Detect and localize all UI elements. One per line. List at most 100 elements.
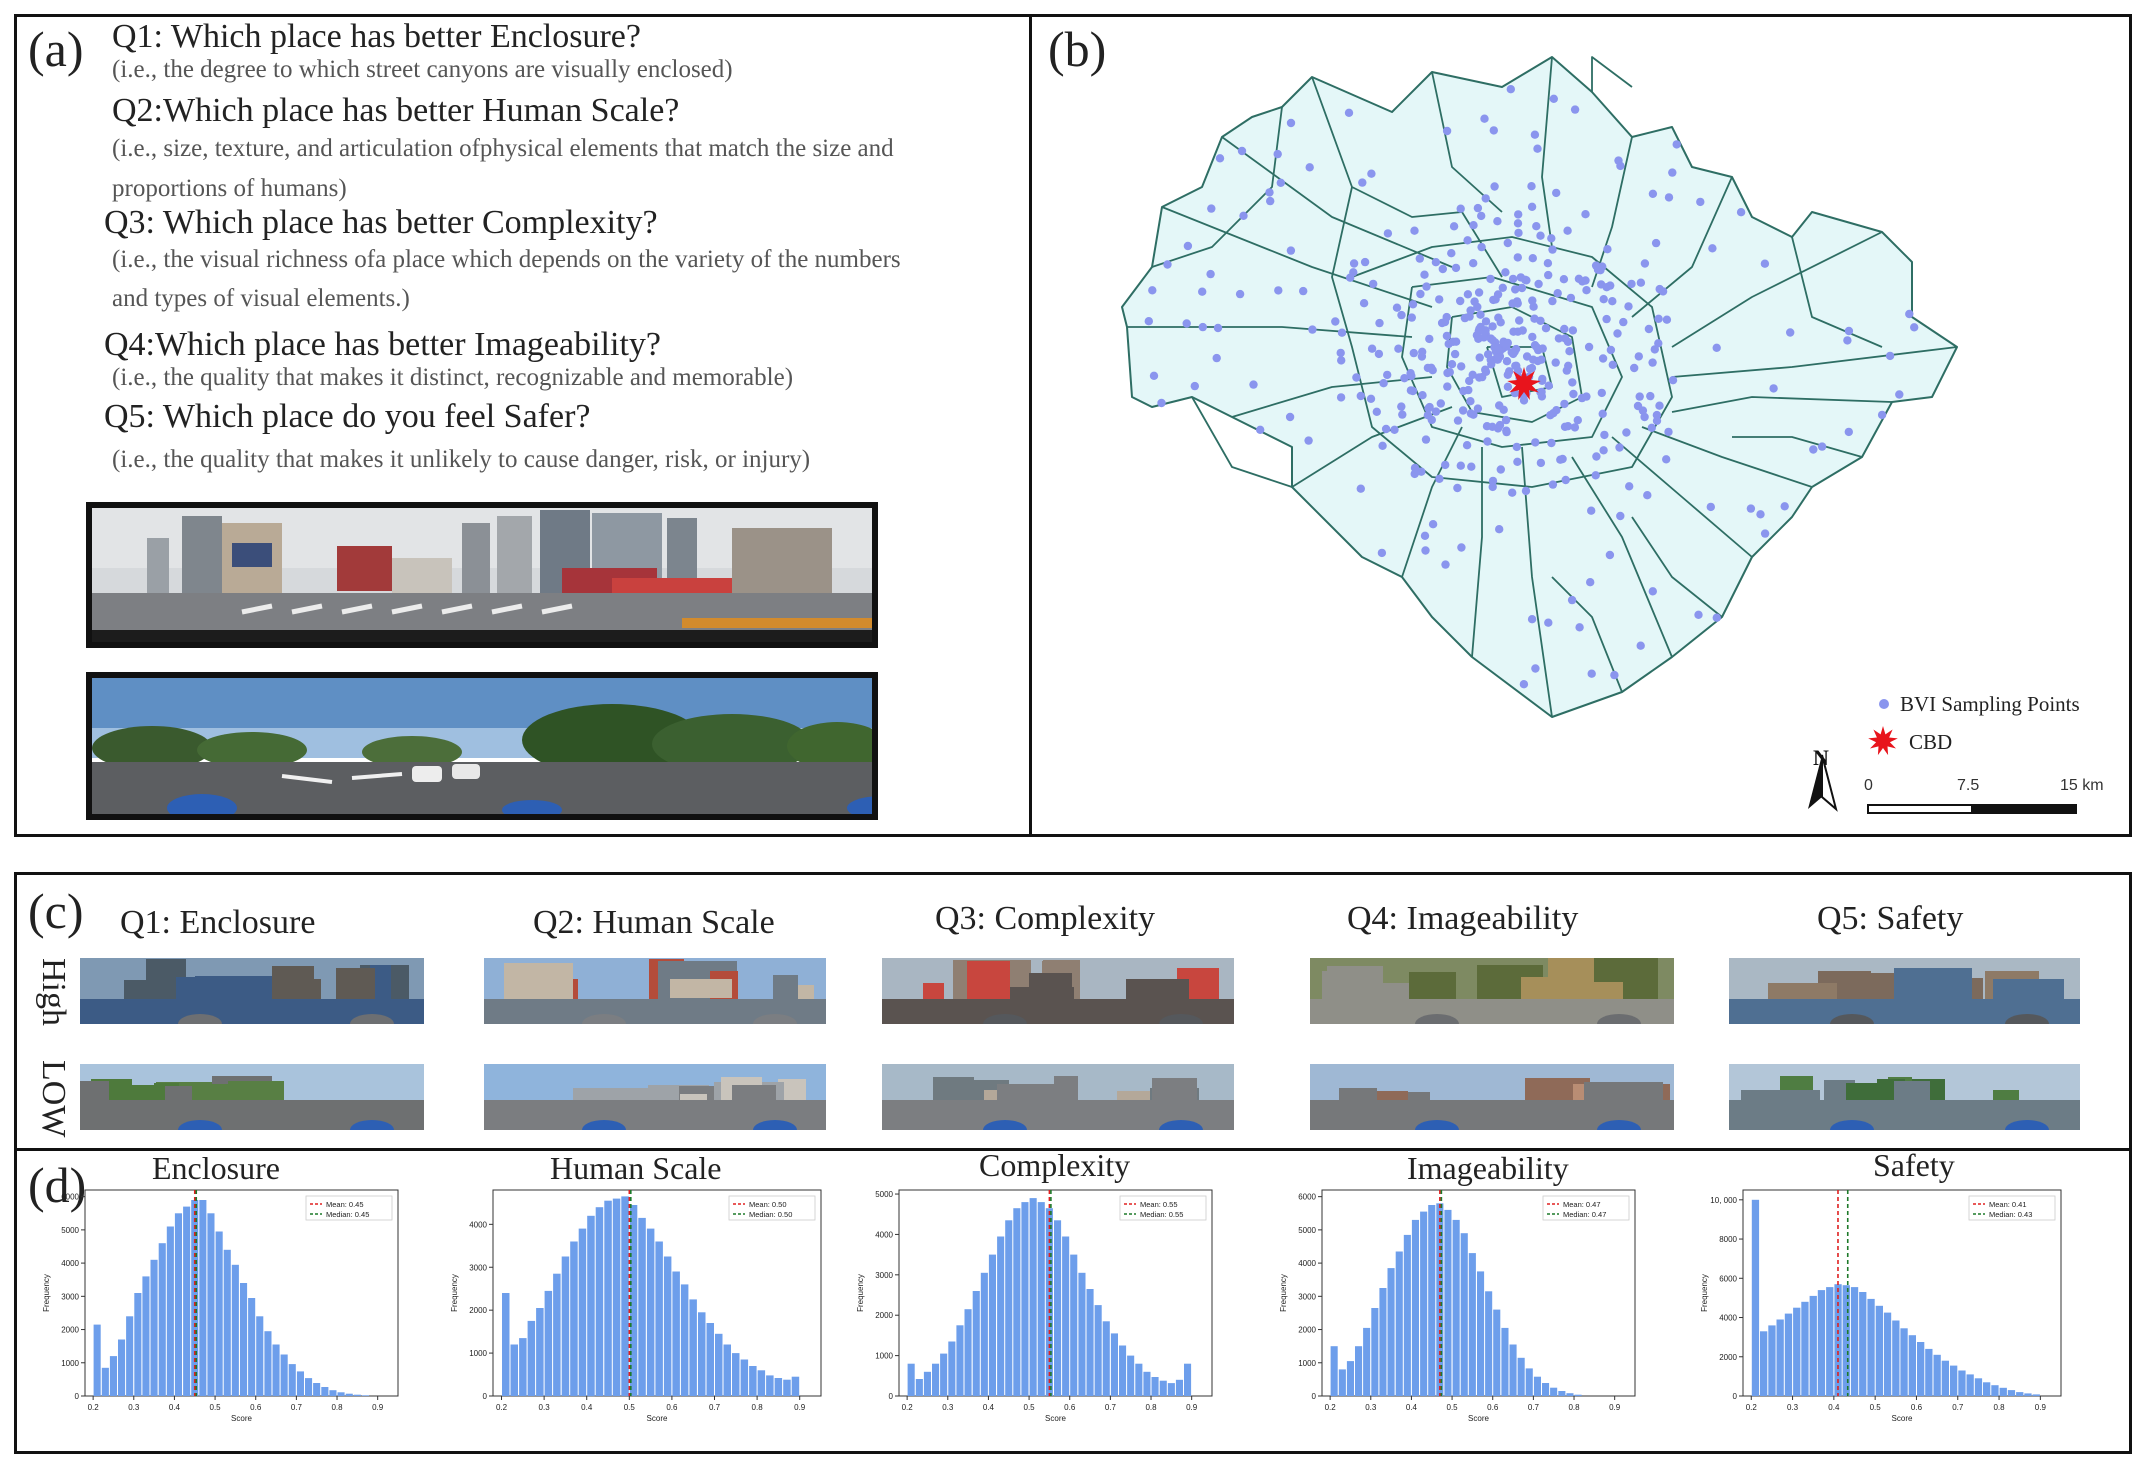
histogram-safety: 0 2000 4000 6000 8000 10, 000 0.2 0.3 0.4 0.5 0.6 0… [1700, 1189, 2062, 1423]
sampling-point [1635, 392, 1644, 401]
sampling-point [1423, 363, 1433, 373]
low-panorama-human-scale [484, 1064, 826, 1130]
y-axis-label: Frequency [856, 1274, 865, 1312]
sampling-point [1602, 314, 1611, 324]
sampling-point [1624, 302, 1633, 311]
sampling-point [1435, 474, 1444, 483]
sampling-point [1356, 391, 1365, 401]
question-3-title: Q3: Which place has better Complexity? [104, 204, 658, 241]
panorama-image-1 [86, 502, 878, 648]
y-tick-label: 2000 [469, 1306, 487, 1315]
sampling-point [1410, 469, 1419, 479]
category-title-imageability: Q4: Imageability [1347, 900, 1579, 937]
histogram-bar [361, 1395, 369, 1396]
sampling-point [1636, 278, 1646, 287]
histogram-bar [1387, 1268, 1395, 1396]
sampling-point [1708, 244, 1717, 253]
sampling-point [1532, 222, 1541, 231]
x-tick-label: 0.3 [128, 1403, 140, 1412]
y-tick-label: 0 [1312, 1392, 1317, 1401]
district-boundaries [1127, 56, 1958, 718]
histogram-bar [749, 1366, 757, 1396]
histogram-bar [321, 1387, 329, 1396]
sampling-point [1437, 318, 1447, 328]
panel-c-label: (c) [28, 883, 84, 939]
sampling-point [1712, 343, 1721, 352]
histogram-bar [972, 1291, 980, 1396]
histogram-bar [1566, 1393, 1574, 1396]
sampling-point [1528, 254, 1537, 263]
sampling-point [1577, 393, 1587, 403]
district-boundary [1401, 426, 1463, 578]
sampling-point [1425, 402, 1434, 412]
histogram-bar [223, 1249, 231, 1396]
histogram-bar [1817, 1290, 1826, 1396]
sampling-point [1513, 457, 1522, 466]
x-axis-label: Score [1045, 1414, 1066, 1423]
x-tick-label: 0.4 [169, 1403, 181, 1412]
sampling-point [1614, 156, 1623, 165]
x-tick-label: 0.3 [1365, 1403, 1377, 1412]
histogram-bar [1428, 1205, 1436, 1396]
sampling-point [1517, 283, 1527, 293]
x-tick-label: 0.9 [372, 1403, 384, 1412]
sampling-point [1780, 502, 1789, 511]
histogram-bar [1452, 1219, 1460, 1396]
x-tick-label: 0.8 [1145, 1403, 1157, 1412]
sampling-point [1235, 289, 1245, 299]
sampling-point [1503, 338, 1512, 348]
histogram-bar [1119, 1345, 1127, 1396]
sampling-point [1647, 423, 1656, 432]
histogram-bar [215, 1231, 223, 1396]
histogram-bar [288, 1364, 296, 1396]
x-tick-label: 0.3 [942, 1403, 954, 1412]
sampling-point [1582, 286, 1591, 295]
histogram-legend [728, 1195, 816, 1221]
sampling-point [1885, 351, 1895, 361]
sampling-point [1668, 376, 1678, 385]
sampling-point [1530, 130, 1540, 139]
y-axis-label: Frequency [42, 1274, 51, 1312]
histogram-bar [519, 1338, 527, 1396]
district-boundary [1671, 231, 1883, 348]
histogram-bar [1974, 1378, 1983, 1396]
histogram-bar [199, 1200, 207, 1396]
sampling-point [1843, 336, 1852, 345]
sampling-point [1274, 286, 1283, 295]
sampling-point [1560, 399, 1569, 409]
sampling-point [1552, 406, 1561, 415]
x-tick-label: 0.6 [1487, 1403, 1499, 1412]
question-1-title: Q1: Which place has better Enclosure? [112, 18, 641, 55]
question-3-desc-2: and types of visual elements.) [112, 285, 410, 312]
histogram-bar [1533, 1376, 1541, 1396]
question-3-desc-1: (i.e., the visual richness ofa place whi… [112, 246, 901, 273]
sampling-point [1453, 416, 1463, 425]
sampling-point [1488, 476, 1498, 486]
y-tick-label: 8000 [1719, 1235, 1737, 1244]
sampling-point [1488, 336, 1497, 345]
sampling-point [1736, 208, 1746, 217]
histogram-bar [1793, 1307, 1801, 1396]
histogram-bar [272, 1344, 280, 1396]
histogram-bar [988, 1254, 996, 1396]
histogram-bar [1127, 1355, 1135, 1396]
histogram-bar [1420, 1211, 1428, 1396]
sampling-point [1337, 356, 1346, 365]
sampling-point [1276, 178, 1285, 187]
sampling-point [1447, 249, 1456, 258]
sampling-point [1481, 317, 1491, 326]
x-tick-label: 0.2 [902, 1403, 914, 1412]
sampling-point [1552, 188, 1561, 198]
histogram-bar [1363, 1327, 1371, 1396]
sampling-point [1527, 182, 1536, 191]
sampling-point [1543, 259, 1553, 268]
y-tick-label: 2000 [1298, 1326, 1316, 1335]
histogram-bar [174, 1213, 182, 1396]
sampling-point [1544, 618, 1553, 627]
sampling-point [1266, 196, 1275, 206]
sampling-point [1456, 296, 1465, 306]
sampling-point [1566, 293, 1576, 303]
sampling-point [1605, 550, 1615, 560]
histogram-bar [1184, 1363, 1192, 1396]
sampling-point [1366, 394, 1376, 403]
